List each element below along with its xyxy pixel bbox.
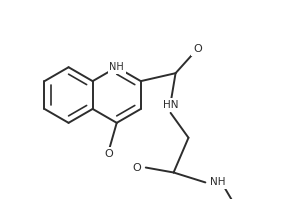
Text: O: O	[104, 149, 113, 159]
Text: O: O	[193, 44, 202, 54]
Text: HN: HN	[163, 100, 178, 110]
Text: NH: NH	[210, 177, 226, 187]
Text: NH: NH	[110, 62, 124, 72]
Text: O: O	[132, 163, 141, 173]
